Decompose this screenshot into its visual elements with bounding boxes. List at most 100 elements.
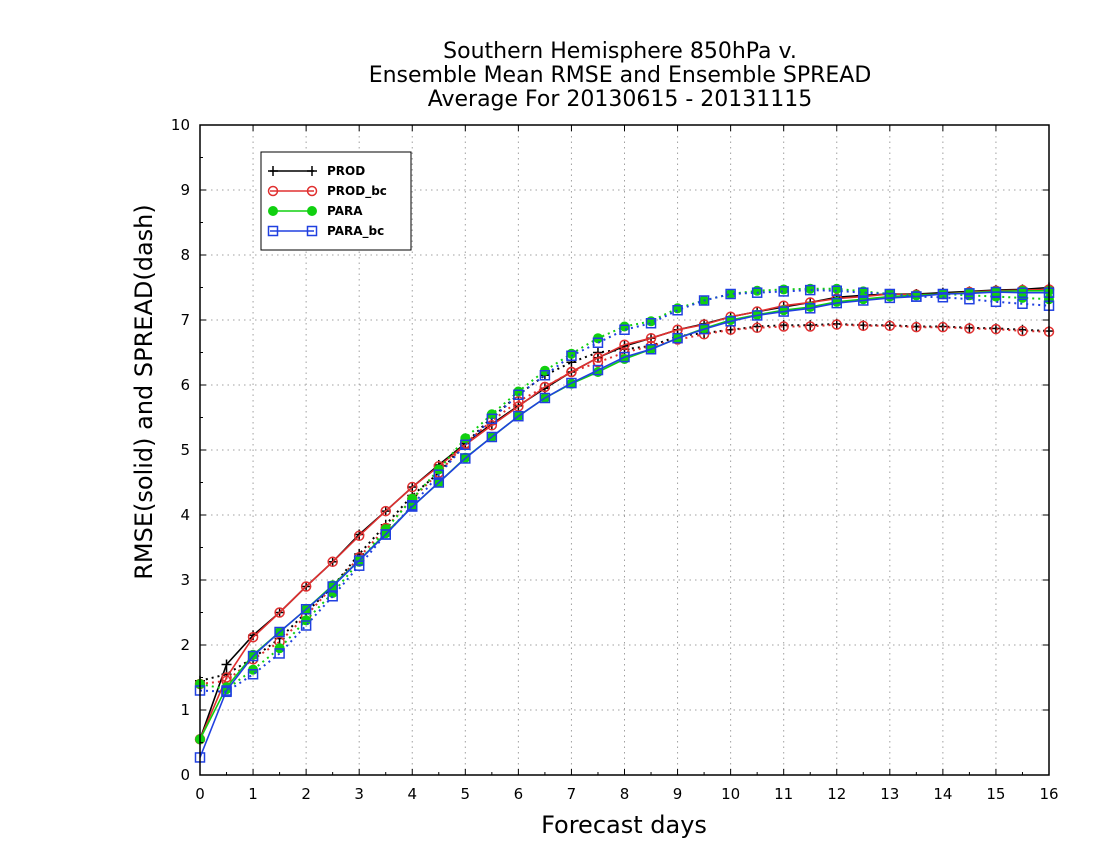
legend-label: PARA_bc bbox=[327, 224, 384, 239]
data-point-para-bc-spread bbox=[672, 305, 683, 316]
x-tick-label: 16 bbox=[1039, 785, 1058, 803]
data-point-prod-bc-spread bbox=[778, 321, 789, 332]
x-tick-label: 7 bbox=[567, 785, 577, 803]
data-point-para-bc-spread bbox=[619, 324, 630, 335]
data-point-prod-bc-rmse bbox=[274, 607, 285, 618]
data-point-para-bc-rmse bbox=[539, 392, 551, 404]
data-point-prod-bc-rmse bbox=[539, 381, 551, 393]
y-tick-label: 10 bbox=[171, 116, 190, 134]
data-point-para-bc-spread bbox=[592, 337, 604, 348]
legend-label: PROD bbox=[327, 164, 365, 178]
legend-marker-right bbox=[306, 225, 318, 237]
legend-marker-left bbox=[268, 206, 278, 216]
data-point-para-bc-spread bbox=[804, 284, 816, 296]
data-point-prod-rmse bbox=[221, 659, 232, 670]
data-point-prod-bc-rmse bbox=[566, 366, 577, 378]
x-tick-label: 0 bbox=[195, 785, 205, 803]
data-point-para-bc-rmse bbox=[566, 377, 577, 389]
data-point-para-bc-rmse bbox=[353, 555, 365, 566]
data-point-para-bc-rmse bbox=[327, 581, 338, 592]
data-point-para-bc-spread bbox=[247, 669, 259, 680]
data-point-para-bc-rmse bbox=[831, 297, 842, 309]
data-point-para-spread bbox=[619, 321, 630, 332]
x-tick-label: 11 bbox=[774, 785, 793, 803]
title-line-1: Southern Hemisphere 850hPa v. bbox=[443, 39, 797, 64]
data-point-prod-bc-rmse bbox=[247, 631, 259, 643]
data-point-para-bc-rmse bbox=[619, 351, 630, 363]
data-point-prod-bc-spread bbox=[1017, 325, 1028, 337]
data-point-prod-bc-rmse bbox=[645, 332, 657, 344]
data-point-para-bc-rmse bbox=[460, 453, 471, 464]
data-point-prod-bc-rmse bbox=[486, 420, 498, 431]
y-tick-label: 6 bbox=[180, 376, 190, 394]
data-point-para-bc-spread bbox=[725, 288, 736, 300]
data-point-para-bc-spread bbox=[274, 648, 285, 659]
series-line-para-bc-rmse bbox=[199, 291, 1049, 758]
data-point-para-bc-spread bbox=[645, 318, 657, 329]
data-point-para-bc-spread bbox=[566, 350, 577, 361]
data-point-prod-bc-spread bbox=[751, 322, 763, 334]
x-tick-label: 9 bbox=[673, 785, 683, 803]
data-point-prod-bc-spread bbox=[831, 319, 842, 330]
legend-marker-left bbox=[267, 185, 279, 197]
data-point-prod-bc-spread bbox=[937, 321, 949, 333]
title-line-2: Ensemble Mean RMSE and Ensemble SPREAD bbox=[369, 63, 872, 88]
data-point-para-bc-rmse bbox=[911, 291, 922, 302]
y-tick-label: 8 bbox=[180, 246, 190, 264]
data-point-para-bc-spread bbox=[778, 286, 789, 297]
x-tick-label: 12 bbox=[827, 785, 846, 803]
x-tick-label: 1 bbox=[248, 785, 258, 803]
x-tick-label: 2 bbox=[301, 785, 311, 803]
data-point-para-bc-rmse bbox=[407, 501, 418, 512]
title-line-3: Average For 20130615 - 20131115 bbox=[428, 87, 813, 112]
data-point-prod-bc-rmse bbox=[619, 339, 630, 350]
legend-item-para-bc: PARA_bc bbox=[267, 224, 384, 239]
grid-lines bbox=[200, 125, 1049, 775]
data-point-para-bc-rmse bbox=[221, 685, 232, 696]
legend-marker-right bbox=[307, 206, 317, 216]
legend-box bbox=[260, 151, 412, 251]
data-point-prod-bc-spread bbox=[964, 323, 975, 334]
data-point-para-bc-spread bbox=[858, 287, 869, 298]
data-point-para-bc-spread bbox=[964, 293, 975, 305]
series-prod-bc-spread bbox=[194, 319, 1055, 690]
data-point-para-bc-rmse bbox=[725, 316, 736, 327]
legend-item-prod: PROD bbox=[268, 164, 365, 178]
legend-label: PARA bbox=[327, 204, 363, 218]
data-point-para-bc-rmse bbox=[937, 288, 949, 300]
x-tick-label: 8 bbox=[620, 785, 630, 803]
data-point-prod-bc-spread bbox=[884, 320, 896, 332]
data-point-prod-bc-rmse bbox=[300, 581, 312, 592]
series-line-prod-bc-spread bbox=[199, 323, 1050, 685]
data-point-para-bc-rmse bbox=[513, 410, 524, 422]
data-point-prod-spread bbox=[566, 357, 577, 368]
data-point-para-spread bbox=[460, 433, 471, 444]
y-tick-label: 0 bbox=[180, 766, 190, 784]
y-axis-label: RMSE(solid) and SPREAD(dash) bbox=[130, 204, 158, 580]
data-point-prod-bc-spread bbox=[990, 323, 1002, 335]
series-para-bc-rmse bbox=[194, 286, 1055, 763]
legend: PROD PROD_bc PARA PARA_bc bbox=[260, 151, 412, 251]
data-point-para-bc-rmse bbox=[990, 286, 1002, 298]
data-point-para-bc-rmse bbox=[1017, 287, 1028, 298]
x-tick-label: 6 bbox=[514, 785, 524, 803]
data-point-para-bc-spread bbox=[300, 620, 312, 631]
x-tick-label: 14 bbox=[933, 785, 952, 803]
data-point-para-bc-rmse bbox=[274, 626, 285, 638]
data-point-para-bc-rmse bbox=[804, 303, 816, 314]
x-tick-label: 5 bbox=[461, 785, 471, 803]
data-point-para-bc-rmse bbox=[645, 344, 657, 355]
data-point-para-bc-rmse bbox=[592, 364, 604, 376]
data-point-prod-bc-spread bbox=[804, 321, 816, 332]
data-point-para-bc-rmse bbox=[964, 288, 975, 299]
y-tick-label: 1 bbox=[180, 701, 190, 719]
x-tick-label: 13 bbox=[880, 785, 899, 803]
x-axis-ticks: 0 1 2 3 4 5 6 7 8 9 10 11 12 13 14 15 16 bbox=[195, 125, 1059, 803]
x-tick-label: 15 bbox=[986, 785, 1005, 803]
chart-title: Southern Hemisphere 850hPa v. Ensemble M… bbox=[369, 39, 872, 112]
data-point-prod-bc-rmse bbox=[380, 505, 391, 517]
y-tick-label: 3 bbox=[180, 571, 190, 589]
data-point-para-bc-spread bbox=[539, 370, 551, 381]
data-point-prod-bc-rmse bbox=[592, 352, 604, 363]
data-point-para-bc-rmse bbox=[698, 323, 710, 335]
